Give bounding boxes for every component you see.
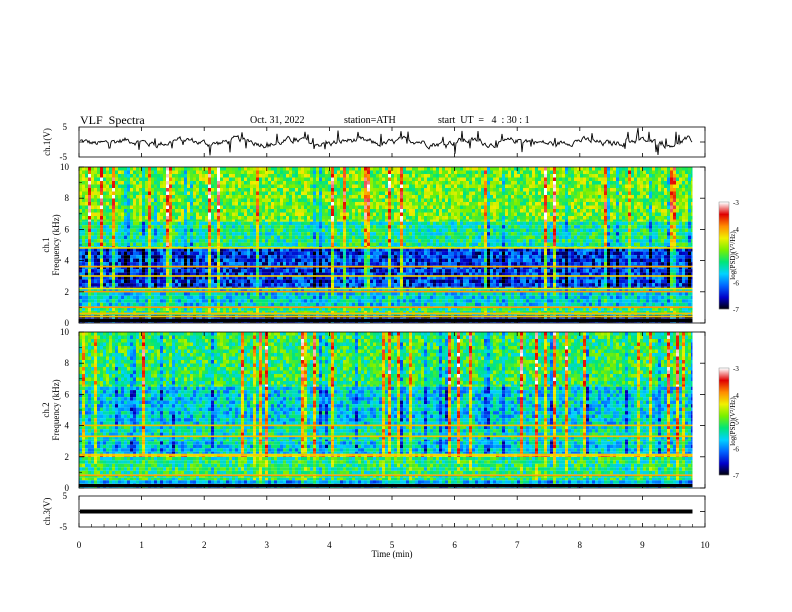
ylabel-ch2: Frequency (kHz) [51,379,61,440]
emission-line-ch1-3 [79,306,692,308]
ytick-label-ch3-top: 5 [63,491,68,501]
ytick-label-ch2-8: 8 [65,358,70,368]
xtick-label-8: 8 [578,540,583,550]
emission-line-ch1-6 [79,275,692,277]
ylabel-ch1: Frequency (kHz) [51,214,61,275]
emission-line-ch2-1 [79,454,692,456]
ytick-label-ch1-10: 10 [60,162,70,172]
colorbar-tick-ch2-4: -7 [733,472,739,480]
xtick-label-7: 7 [515,540,520,550]
ytick-label-ch2-6: 6 [65,389,70,399]
ytick-label-ch2-10: 10 [60,327,70,337]
colorbar-label-ch2: log(PSD)(V²/Hz) [729,397,737,446]
colorbar-tick-ch2-0: -3 [733,365,739,373]
emission-line-ch2-2 [79,436,692,438]
colorbar-tick-ch1-0: -3 [733,199,739,207]
spectrogram-ch1 [79,167,705,323]
spectrogram-ch2 [79,332,705,488]
colorbar-ch1 [719,202,729,309]
xtick-label-6: 6 [452,540,457,550]
ytick-label-ch3-bottom: -5 [60,522,68,532]
ytick-label-ch1-6: 6 [65,224,70,234]
ytick-label-ch1-2: 2 [65,287,70,297]
emission-line-ch1-2 [79,313,692,315]
ytick-label-ch1-8: 8 [65,193,70,203]
waveform-trace-ch1 [80,128,692,155]
emission-line-ch1-4 [79,291,692,293]
ylabel-ch1: ch.1(V) [42,128,52,156]
ytick-label-ch1-top: 5 [63,122,68,132]
xtick-label-3: 3 [265,540,270,550]
emission-line-ch1-8 [79,247,692,249]
ylabel-ch3: ch.3(V) [42,498,52,526]
emission-line-ch2-0 [79,475,692,477]
xtick-label-9: 9 [640,540,645,550]
xtick-label-1: 1 [139,540,144,550]
channel-label-ch2: ch.2 [41,402,51,417]
xaxis-label: Time (min) [372,549,413,559]
xtick-label-2: 2 [202,540,207,550]
colorbar-label-ch1: log(PSD)(V²/Hz) [729,231,737,280]
colorbar-ch2 [719,368,729,475]
xtick-label-0: 0 [77,540,82,550]
waveform-trace-ch3 [80,510,692,514]
ytick-label-ch1-4: 4 [65,256,70,266]
xtick-label-4: 4 [327,540,332,550]
emission-line-ch1-1 [79,316,692,318]
xtick-label-10: 10 [701,540,711,550]
colorbar-tick-ch1-4: -7 [733,306,739,314]
ytick-label-ch1-bottom: -5 [60,152,68,162]
emission-line-ch1-5 [79,288,692,290]
low-frequency-strip-ch2 [79,484,692,487]
low-frequency-strip-ch1 [79,319,692,322]
ytick-label-ch2-4: 4 [65,421,70,431]
ytick-label-ch2-2: 2 [65,452,70,462]
channel-label-ch1: ch.1 [41,237,51,252]
emission-line-ch2-3 [79,425,692,427]
emission-line-ch1-7 [79,266,692,268]
